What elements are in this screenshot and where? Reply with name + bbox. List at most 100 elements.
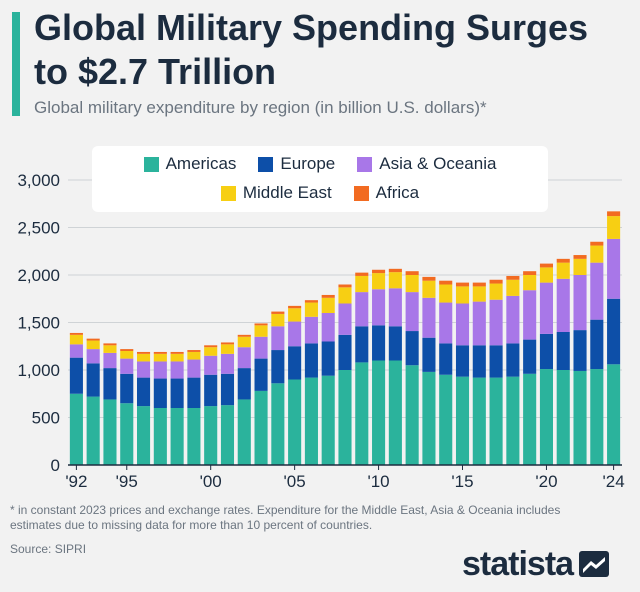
bar-middle-east-2000 xyxy=(204,347,218,356)
bar-africa-2022 xyxy=(573,255,587,259)
bar-americas-2000 xyxy=(204,406,218,465)
bar-europe-2015 xyxy=(455,345,470,377)
bar-asia-oceania-2023 xyxy=(590,262,604,320)
bar-asia-oceania-2016 xyxy=(472,301,486,346)
bar-middle-east-2018 xyxy=(506,279,520,296)
bar-europe-2014 xyxy=(439,343,453,375)
x-tick-label: '92 xyxy=(65,472,87,491)
bar-middle-east-2009 xyxy=(355,275,369,293)
bar-europe-2003 xyxy=(254,358,268,391)
legend-label-americas: Americas xyxy=(165,154,237,173)
accent-bar xyxy=(12,12,20,116)
bar-middle-east-2007 xyxy=(321,297,335,313)
bar-americas-2002 xyxy=(237,399,251,465)
bar-europe-2023 xyxy=(590,319,604,370)
bar-middle-east-2005 xyxy=(288,308,302,322)
bar-africa-2017 xyxy=(489,279,503,284)
bar-asia-oceania-2002 xyxy=(237,347,251,369)
bar-americas-2022 xyxy=(573,370,587,465)
bar-africa-2007 xyxy=(321,294,335,298)
legend-item-europe: Europe xyxy=(258,154,335,174)
bar-europe-2019 xyxy=(523,339,537,374)
bar-africa-2002 xyxy=(237,334,251,337)
bar-americas-1999 xyxy=(187,408,201,465)
statista-logo-icon xyxy=(579,551,610,577)
bar-asia-oceania-2011 xyxy=(388,288,402,327)
bar-europe-1998 xyxy=(170,378,184,408)
bar-europe-2005 xyxy=(288,346,302,380)
axes: 0 500 1,000 1,500 2,000 2,500 3,000 '92 '95 '00 '0… xyxy=(17,171,624,491)
bar-asia-oceania-1994 xyxy=(103,352,117,369)
bar-middle-east-2015 xyxy=(455,286,470,304)
x-tick-label: '05 xyxy=(284,472,306,491)
bar-americas-2018 xyxy=(506,376,520,465)
bar-europe-2020 xyxy=(539,333,553,370)
bar-africa-1992 xyxy=(69,332,83,335)
bar-asia-oceania-1992 xyxy=(69,344,83,358)
bar-europe-2021 xyxy=(556,332,570,370)
bar-americas-2011 xyxy=(388,360,402,465)
bar-middle-east-1996 xyxy=(137,353,151,362)
y-tick-label: 2,500 xyxy=(17,219,60,238)
bar-americas-2014 xyxy=(439,374,453,465)
bar-europe-2009 xyxy=(355,326,369,363)
bar-europe-2004 xyxy=(271,350,285,384)
bar-asia-oceania-2019 xyxy=(523,290,537,340)
bar-africa-2012 xyxy=(405,271,419,275)
bar-americas-1995 xyxy=(120,403,134,465)
legend-label-africa: Africa xyxy=(375,183,420,202)
bar-asia-oceania-1997 xyxy=(153,361,167,379)
bar-asia-oceania-2012 xyxy=(405,292,419,332)
legend-swatch-europe xyxy=(258,156,274,172)
bar-europe-2016 xyxy=(472,345,486,378)
bar-middle-east-2017 xyxy=(489,283,503,300)
bar-africa-2010 xyxy=(372,269,386,274)
bar-middle-east-2002 xyxy=(237,336,251,348)
bar-middle-east-1993 xyxy=(86,340,100,350)
bar-americas-1996 xyxy=(137,406,151,465)
bar-middle-east-2003 xyxy=(254,325,268,337)
bar-asia-oceania-2014 xyxy=(439,302,453,344)
bar-asia-oceania-2021 xyxy=(556,278,570,332)
bar-asia-oceania-2001 xyxy=(220,353,235,374)
bar-africa-2006 xyxy=(304,300,318,303)
source-note: Source: SIPRI xyxy=(10,542,87,556)
bar-americas-1997 xyxy=(153,408,167,465)
bar-europe-2006 xyxy=(304,343,318,378)
bar-americas-2013 xyxy=(422,371,436,465)
bar-europe-2010 xyxy=(372,325,386,361)
bar-middle-east-2008 xyxy=(338,287,352,304)
bar-europe-2022 xyxy=(573,330,587,371)
bar-africa-2014 xyxy=(439,280,453,285)
legend-item-asia-oceania: Asia & Oceania xyxy=(357,154,496,174)
bar-middle-east-1992 xyxy=(69,334,83,345)
bar-africa-1997 xyxy=(153,351,167,354)
legend-label-middle-east: Middle East xyxy=(242,183,332,202)
statista-logo: statista xyxy=(462,544,632,584)
bar-americas-2024 xyxy=(607,364,621,465)
bar-africa-2000 xyxy=(204,345,218,348)
x-tick-label: '20 xyxy=(535,472,557,491)
x-tick-label: '00 xyxy=(200,472,222,491)
legend: Americas Europe Asia & Oceania Middle Ea… xyxy=(92,146,548,212)
statista-wordmark: statista xyxy=(462,544,574,583)
bar-middle-east-2010 xyxy=(372,273,386,290)
bar-europe-2000 xyxy=(204,374,218,407)
bar-africa-1996 xyxy=(137,351,151,354)
bar-africa-2001 xyxy=(220,342,235,345)
bar-europe-2013 xyxy=(422,337,436,372)
bar-africa-2021 xyxy=(556,258,570,263)
bar-africa-2013 xyxy=(422,276,436,281)
bar-africa-1998 xyxy=(170,351,184,354)
bar-middle-east-1999 xyxy=(187,351,201,360)
bar-americas-1992 xyxy=(69,393,83,465)
bar-middle-east-2013 xyxy=(422,280,436,298)
bar-americas-2007 xyxy=(321,375,335,465)
y-tick-label: 1,000 xyxy=(17,361,60,380)
bar-europe-1992 xyxy=(69,357,83,394)
bar-europe-2024 xyxy=(607,298,621,365)
bar-africa-2008 xyxy=(338,284,352,288)
bar-asia-oceania-2008 xyxy=(338,303,352,335)
bar-middle-east-1995 xyxy=(120,351,134,359)
